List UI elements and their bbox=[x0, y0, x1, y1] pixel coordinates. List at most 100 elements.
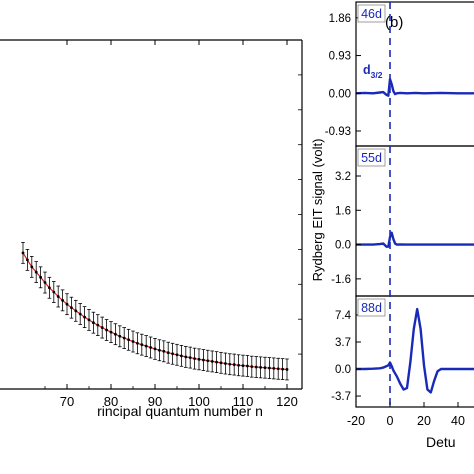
data-point bbox=[83, 315, 86, 319]
panel-a-chart: 70 80 90 100 110 120 rincipal quantum number … bbox=[0, 39, 303, 419]
data-point bbox=[202, 358, 205, 362]
panel-b-x-tick-label: -20 bbox=[347, 414, 365, 428]
data-point bbox=[162, 349, 166, 353]
y-tick-label-88d: 3.7 bbox=[335, 337, 351, 349]
subplot-label-88d: 88d bbox=[361, 301, 382, 315]
data-point bbox=[127, 338, 130, 342]
data-point bbox=[30, 265, 34, 269]
data-point bbox=[114, 332, 117, 336]
panel-b-x-tick-label: 40 bbox=[451, 414, 465, 428]
data-point bbox=[96, 323, 100, 327]
data-point bbox=[92, 321, 95, 325]
data-point bbox=[26, 258, 29, 262]
data-point bbox=[254, 365, 258, 369]
y-tick-label-88d: 0.0 bbox=[335, 364, 351, 376]
data-point bbox=[232, 363, 236, 366]
data-point bbox=[268, 366, 271, 370]
data-point bbox=[171, 352, 175, 356]
panel-a-x-tick-label: 120 bbox=[276, 394, 298, 409]
data-point bbox=[39, 275, 42, 279]
data-point bbox=[34, 270, 38, 274]
data-point bbox=[74, 309, 78, 313]
subplot-frame-88d bbox=[355, 295, 474, 408]
data-point bbox=[228, 362, 232, 366]
data-point bbox=[250, 365, 254, 369]
data-point bbox=[140, 343, 144, 347]
data-point bbox=[21, 251, 25, 255]
data-point bbox=[259, 365, 262, 369]
y-tick-label-55d: 0.0 bbox=[335, 240, 351, 252]
y-tick-label-46d: 1.86 bbox=[329, 13, 351, 25]
subplot-label-46d: 46d bbox=[361, 7, 382, 21]
data-point bbox=[263, 366, 267, 370]
data-point bbox=[237, 363, 241, 367]
panel-b-label: (b) bbox=[385, 14, 403, 31]
data-point bbox=[246, 364, 249, 368]
y-tick-label-46d: 0.93 bbox=[329, 51, 351, 63]
y-tick-label-55d: 3.2 bbox=[335, 171, 351, 183]
data-point bbox=[210, 360, 214, 363]
data-point bbox=[241, 364, 245, 368]
data-point bbox=[188, 356, 192, 359]
data-point bbox=[48, 286, 51, 290]
data-point bbox=[131, 340, 135, 343]
data-point bbox=[144, 344, 148, 348]
data-point bbox=[65, 302, 69, 306]
panel-a-x-tick-label: 100 bbox=[188, 394, 210, 409]
eit-signal-curve-55d bbox=[356, 231, 474, 248]
data-point bbox=[197, 357, 201, 361]
data-point bbox=[281, 367, 284, 371]
y-tick-label-55d: -1.6 bbox=[331, 274, 351, 286]
y-tick-label-55d: 1.6 bbox=[335, 205, 351, 217]
data-point bbox=[153, 347, 157, 351]
data-point bbox=[61, 298, 64, 302]
data-point bbox=[118, 334, 122, 338]
panel-a-x-tick-label: 110 bbox=[233, 394, 254, 409]
data-point bbox=[184, 355, 188, 359]
data-point bbox=[105, 328, 108, 332]
panel-a-x-tick-label: 70 bbox=[60, 394, 74, 409]
data-point bbox=[166, 351, 170, 355]
y-tick-label-46d: -0.93 bbox=[325, 126, 351, 138]
subplot-label-box-46d bbox=[357, 4, 386, 23]
data-point bbox=[206, 359, 210, 363]
data-point bbox=[70, 306, 73, 310]
data-point bbox=[193, 357, 197, 361]
eit-signal-curve-46d bbox=[355, 77, 474, 97]
subplot-frame-55d bbox=[355, 145, 474, 297]
data-point bbox=[122, 336, 126, 340]
y-tick-label-46d: 0.00 bbox=[329, 88, 351, 100]
data-point bbox=[219, 361, 223, 365]
data-point bbox=[149, 346, 153, 349]
panel-b-x-tick-label: 20 bbox=[417, 414, 431, 428]
data-point bbox=[100, 326, 104, 329]
subplot-label-box-88d bbox=[357, 298, 386, 317]
data-point bbox=[87, 318, 91, 322]
y-tick-label-88d: 7.4 bbox=[335, 310, 352, 322]
panel-b-x-axis-label: Detu bbox=[426, 434, 456, 450]
panel-b-x-tick-label: 0 bbox=[387, 414, 394, 428]
data-point bbox=[56, 295, 60, 298]
data-point bbox=[52, 290, 56, 294]
data-point bbox=[180, 354, 183, 358]
panel-b-y-axis-label: Rydberg EIT signal (volt) bbox=[310, 139, 325, 282]
data-point bbox=[224, 362, 227, 365]
subplot-label-55d: 55d bbox=[361, 151, 382, 165]
panel-a-x-tick-label: 80 bbox=[104, 394, 118, 409]
data-point bbox=[215, 360, 219, 364]
panel-b-chart: 1.860.930.00-0.9346d3.21.60.0-1.655d7.43… bbox=[310, 1, 474, 450]
eit-signal-curve-88d bbox=[356, 307, 474, 394]
subplot-label-box-55d bbox=[357, 148, 386, 167]
data-point bbox=[109, 330, 113, 334]
data-point bbox=[78, 312, 82, 316]
data-point bbox=[158, 348, 161, 352]
panel-a-x-tick-label: 90 bbox=[148, 394, 162, 409]
data-point bbox=[285, 368, 289, 371]
panel-a-x-axis-label: rincipal quantum number n bbox=[97, 403, 263, 419]
annotation-d-3-2: d3/2 bbox=[363, 63, 383, 80]
data-point bbox=[276, 367, 280, 371]
data-point bbox=[136, 341, 139, 345]
data-point bbox=[175, 353, 179, 357]
y-tick-label-88d: -3.7 bbox=[331, 391, 351, 403]
